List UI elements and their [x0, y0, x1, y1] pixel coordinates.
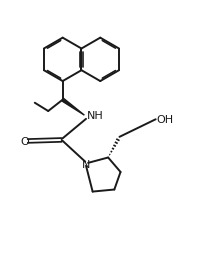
Text: O: O [20, 136, 29, 146]
Text: N: N [82, 159, 91, 169]
Text: OH: OH [157, 115, 174, 125]
Text: NH: NH [87, 111, 103, 121]
Polygon shape [62, 99, 84, 116]
